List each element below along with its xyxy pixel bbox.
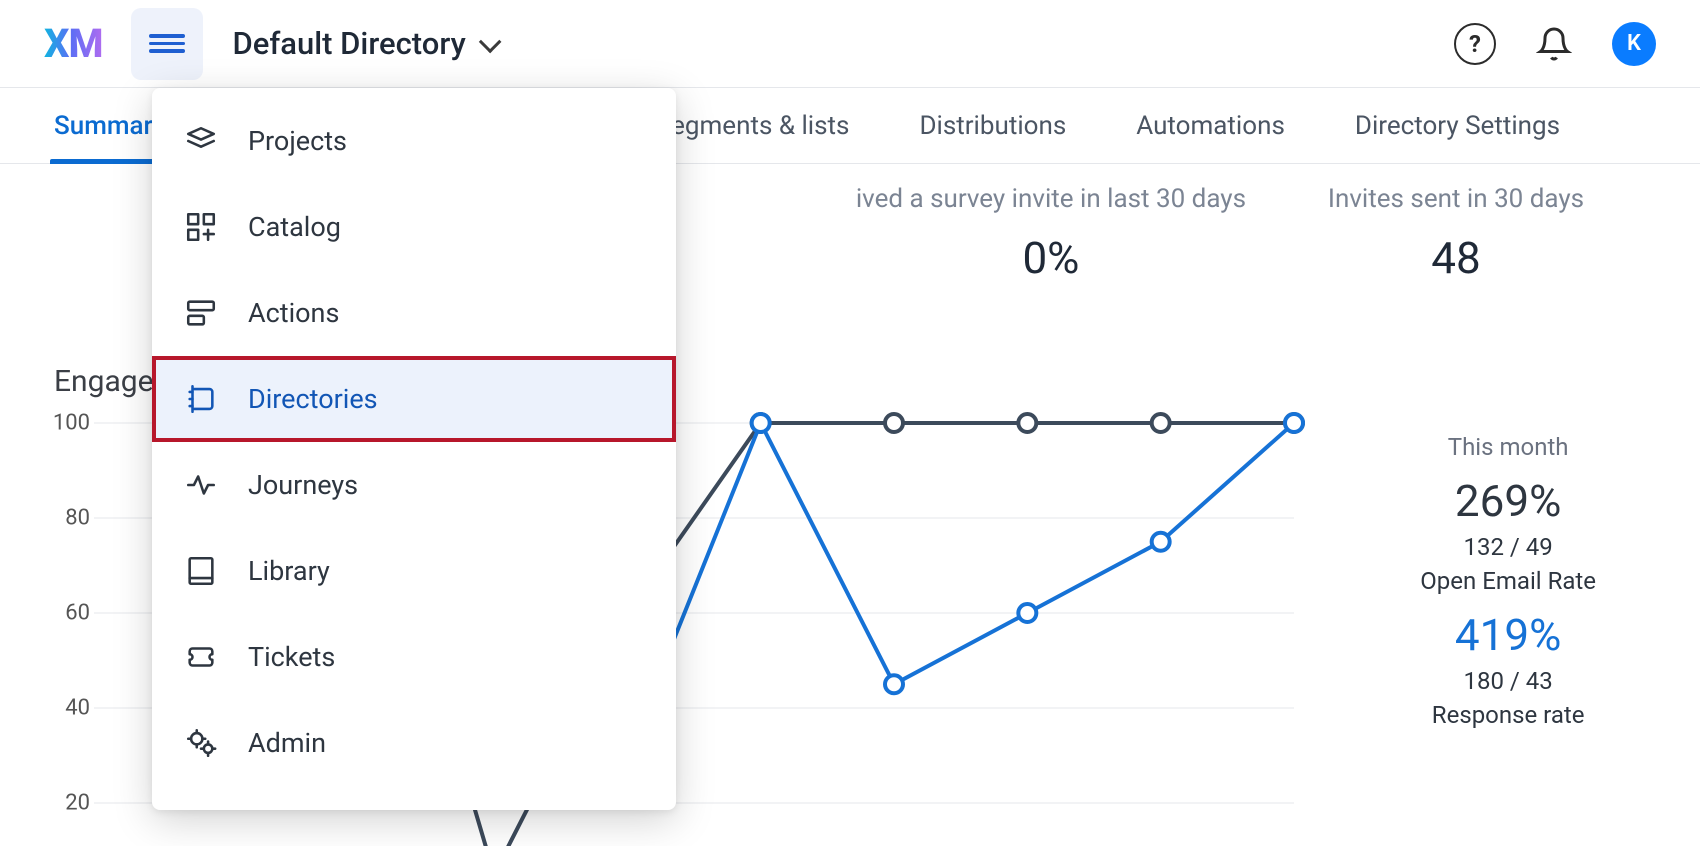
menu-item-tickets[interactable]: Tickets (152, 614, 676, 700)
series-marker-open_email_rate (1152, 414, 1170, 432)
tab-summary[interactable]: Summary (54, 88, 166, 163)
menu-item-label: Journeys (248, 469, 358, 501)
menu-item-label: Projects (248, 125, 347, 157)
series-marker-response_rate (752, 414, 770, 432)
menu-item-label: Catalog (248, 211, 341, 243)
stat-value: 0% (856, 232, 1246, 284)
series-marker-response_rate (885, 675, 903, 693)
tab-directory-settings[interactable]: Directory Settings (1355, 88, 1560, 163)
catalog-icon (182, 208, 220, 246)
main-menu-button[interactable] (131, 8, 203, 80)
menu-item-label: Library (248, 555, 330, 587)
metric2-value: 419% (1420, 609, 1596, 661)
metric1-label: Open Email Rate (1420, 567, 1596, 595)
directory-label: Default Directory (233, 25, 466, 62)
y-tick-label: 60 (65, 601, 90, 626)
series-marker-response_rate (1018, 604, 1036, 622)
series-marker-response_rate (1152, 533, 1170, 551)
directory-selector[interactable]: Default Directory (233, 25, 496, 62)
y-tick-label: 80 (65, 506, 90, 531)
tab-segments-lists[interactable]: Segments & lists (656, 88, 850, 163)
tab-distributions[interactable]: Distributions (919, 88, 1066, 163)
stat-label: ived a survey invite in last 30 days (856, 184, 1246, 214)
menu-item-label: Directories (248, 383, 378, 415)
menu-item-projects[interactable]: Projects (152, 98, 676, 184)
user-avatar[interactable]: K (1612, 22, 1656, 66)
menu-item-journeys[interactable]: Journeys (152, 442, 676, 528)
topbar: XM Default Directory ? K (0, 0, 1700, 88)
menu-item-label: Admin (248, 727, 326, 759)
chevron-down-icon (479, 30, 502, 53)
journeys-icon (182, 466, 220, 504)
notifications-button[interactable] (1536, 26, 1572, 62)
series-marker-open_email_rate (885, 414, 903, 432)
help-icon: ? (1469, 30, 1481, 58)
topbar-right: ? K (1454, 22, 1656, 66)
logo: XM (44, 20, 103, 67)
tickets-icon (182, 638, 220, 676)
admin-icon (182, 724, 220, 762)
stat-invites: Invites sent in 30 days 48 (1306, 184, 1606, 284)
menu-item-label: Actions (248, 297, 339, 329)
series-marker-open_email_rate (1018, 414, 1036, 432)
y-tick-label: 20 (65, 791, 90, 816)
avatar-initial: K (1627, 31, 1641, 56)
directories-icon (182, 380, 220, 418)
hamburger-icon (149, 30, 185, 57)
main-menu: Projects Catalog Actions Directories Journey… (152, 88, 676, 810)
menu-item-label: Tickets (248, 641, 335, 673)
y-tick-label: 100 (53, 411, 90, 436)
bell-icon (1541, 29, 1568, 52)
help-button[interactable]: ? (1454, 23, 1496, 65)
menu-item-actions[interactable]: Actions (152, 270, 676, 356)
tab-automations[interactable]: Automations (1136, 88, 1285, 163)
menu-item-library[interactable]: Library (152, 528, 676, 614)
y-tick-label: 40 (65, 696, 90, 721)
library-icon (182, 552, 220, 590)
stat-label: Invites sent in 30 days (1306, 184, 1606, 214)
metric2-label: Response rate (1420, 701, 1596, 729)
series-marker-response_rate (1285, 414, 1303, 432)
actions-icon (182, 294, 220, 332)
metric2-ratio: 180 / 43 (1420, 667, 1596, 695)
menu-item-catalog[interactable]: Catalog (152, 184, 676, 270)
projects-icon (182, 122, 220, 160)
side-period: This month (1420, 433, 1596, 461)
menu-item-directories[interactable]: Directories (152, 356, 676, 442)
metric1-ratio: 132 / 49 (1420, 533, 1596, 561)
menu-item-admin[interactable]: Admin (152, 700, 676, 786)
stat-value: 48 (1306, 232, 1606, 284)
side-stats: This month 269% 132 / 49 Open Email Rate… (1420, 433, 1646, 743)
y-axis-labels: 10080604020 (46, 423, 90, 803)
stat-survey-pct: ived a survey invite in last 30 days 0% (856, 184, 1246, 284)
metric1-value: 269% (1420, 475, 1596, 527)
